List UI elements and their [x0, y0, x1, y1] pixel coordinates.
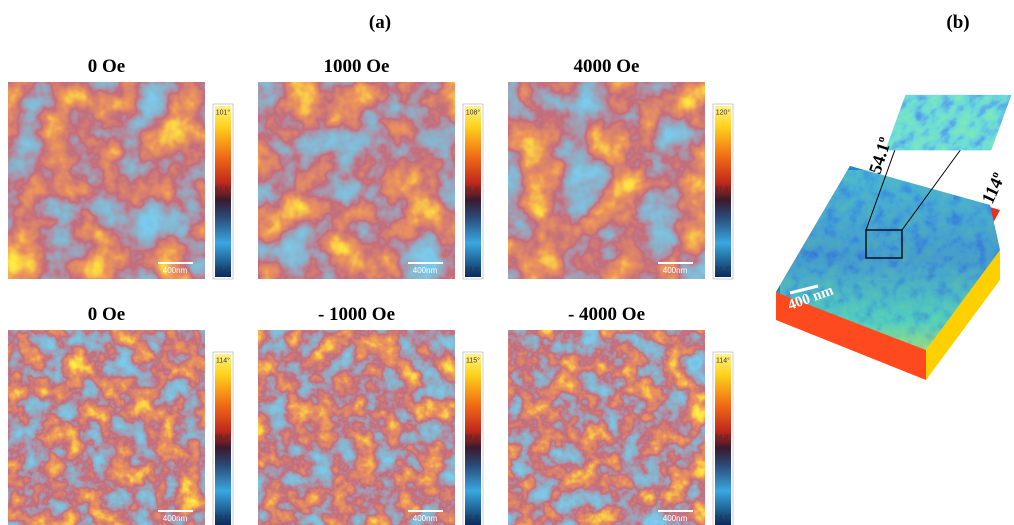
colorbar-label: 108°: [466, 109, 481, 117]
surface-3d: 400 nm 54.1o 114o: [776, 95, 1012, 380]
angle-unit: o: [875, 134, 888, 143]
panel-title: 0 Oe: [88, 304, 125, 325]
scale-label: 400nm: [413, 514, 438, 523]
colorbar: [715, 354, 731, 525]
colorbar-label: 115°: [466, 357, 480, 365]
mfm-image: [508, 82, 705, 279]
colorbar: [215, 106, 231, 277]
panel-label: (b): [946, 12, 969, 33]
surface-side: [926, 250, 1000, 380]
mfm-image: [8, 82, 205, 279]
colorbar-label: 74.5°: [465, 266, 482, 274]
colorbar: [715, 106, 731, 277]
mfm-image: [258, 82, 455, 279]
mfm-image: [8, 330, 205, 525]
colorbar-label: 54.1°: [715, 514, 732, 522]
colorbar-label: 114°: [716, 357, 730, 365]
colorbar-label: 62.5°: [215, 514, 232, 522]
angle-unit: o: [988, 169, 1001, 180]
angle-label: 114o: [977, 169, 1009, 206]
colorbar-label: 87.5°: [215, 186, 232, 194]
colorbar: [465, 106, 481, 277]
scale-label: 400nm: [163, 514, 188, 523]
angle-value: 54.1: [865, 140, 894, 176]
panel-title: 4000 Oe: [574, 56, 640, 77]
colorbar: [215, 354, 231, 525]
angle-value: 114: [977, 175, 1006, 207]
colorbar-label: 97.0°: [715, 186, 732, 194]
scale-label: 400nm: [163, 266, 188, 275]
mfm-image: [508, 330, 705, 525]
colorbar-label: 74.4°: [215, 266, 232, 274]
scale-bar: [789, 284, 819, 295]
surface-side: [776, 292, 926, 380]
colorbar: [465, 354, 481, 525]
colorbar-label: 84.0°: [715, 434, 732, 442]
colorbar-label: 101°: [216, 109, 231, 117]
colorbar-label: 60.9°: [465, 514, 482, 522]
inset-surface: [885, 95, 1012, 150]
panel-label: (a): [369, 12, 391, 33]
colorbar-label: 120°: [716, 109, 731, 117]
panel-title: 1000 Oe: [324, 56, 390, 77]
panel-title: - 4000 Oe: [568, 304, 645, 325]
colorbar-label: 91.0°: [465, 186, 482, 194]
colorbar-label: 74.2°: [715, 266, 732, 274]
colorbar-label: 88.0°: [465, 434, 482, 442]
colorbar-label: 114°: [216, 357, 230, 365]
zoom-box: [865, 229, 903, 259]
mfm-image: [258, 330, 455, 525]
colorbar-label: 88.0°: [215, 434, 232, 442]
scale-label: 400nm: [413, 266, 438, 275]
panel-title: 0 Oe: [88, 56, 125, 77]
panel-title: - 1000 Oe: [318, 304, 395, 325]
scale-label: 400nm: [663, 514, 688, 523]
scale-label: 400nm: [663, 266, 688, 275]
